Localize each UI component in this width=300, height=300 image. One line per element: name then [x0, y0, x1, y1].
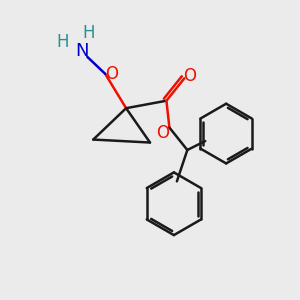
- Text: O: O: [183, 67, 196, 85]
- Text: H: H: [82, 24, 95, 42]
- Text: H: H: [56, 33, 69, 51]
- Text: O: O: [105, 65, 118, 83]
- Text: O: O: [156, 124, 169, 142]
- Text: N: N: [75, 43, 89, 61]
